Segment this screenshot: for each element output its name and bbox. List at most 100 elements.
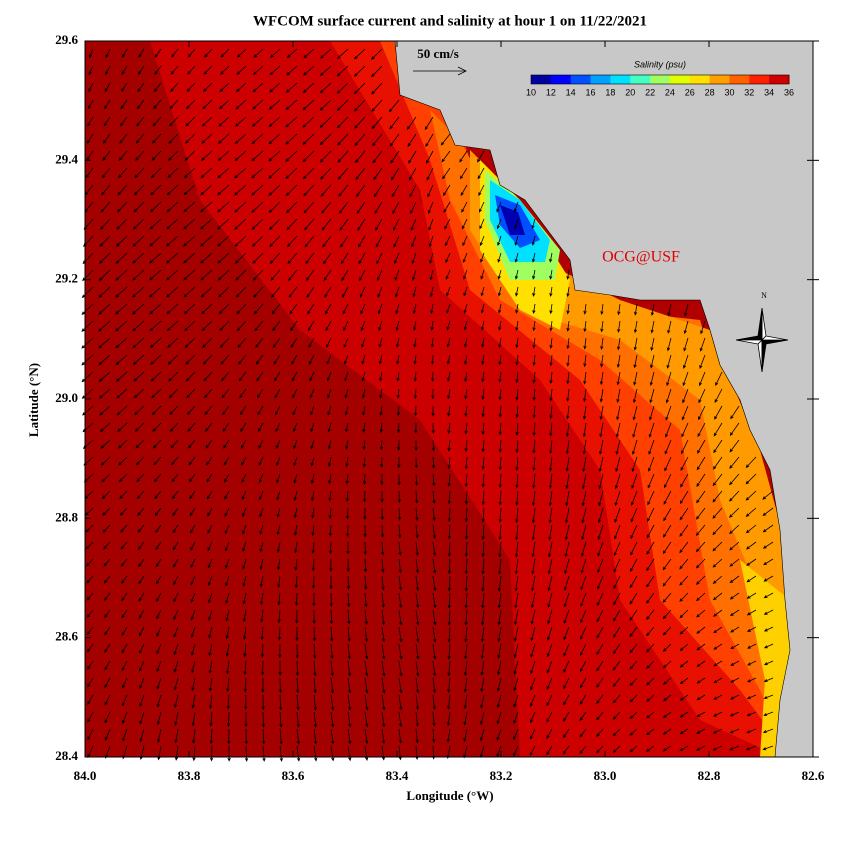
current-arrow — [183, 303, 196, 315]
current-arrow — [616, 354, 621, 368]
current-arrow — [87, 643, 94, 653]
current-arrow — [171, 48, 179, 58]
current-arrow — [303, 201, 315, 214]
current-arrow — [364, 626, 369, 643]
current-arrow — [209, 694, 213, 710]
current-arrow — [667, 320, 672, 334]
current-arrow — [207, 575, 213, 587]
current-arrow — [498, 354, 502, 366]
current-arrow — [427, 201, 434, 215]
current-arrow — [532, 371, 536, 384]
current-arrow — [115, 337, 128, 349]
current-arrow — [260, 609, 264, 623]
current-arrow — [583, 371, 587, 385]
current-arrow — [529, 694, 536, 707]
current-arrow — [613, 609, 621, 622]
current-arrow — [646, 728, 655, 736]
current-arrow — [311, 524, 315, 537]
current-arrow — [579, 694, 587, 705]
current-arrow — [629, 677, 638, 687]
current-arrow — [115, 286, 128, 298]
current-arrow — [200, 184, 213, 196]
current-arrow — [234, 150, 247, 162]
current-vectors — [81, 48, 774, 762]
current-arrow — [630, 541, 638, 556]
current-arrow — [548, 541, 553, 558]
current-arrow — [268, 184, 281, 196]
current-arrow — [679, 728, 689, 735]
current-arrow — [430, 337, 434, 348]
current-arrow — [481, 388, 485, 400]
current-arrow — [354, 116, 366, 129]
current-arrow — [154, 490, 162, 500]
current-arrow — [681, 405, 689, 421]
current-arrow — [242, 626, 247, 640]
current-arrow — [344, 405, 349, 416]
current-arrow — [120, 524, 128, 533]
current-arrow — [136, 99, 145, 110]
current-arrow — [104, 643, 111, 653]
current-arrow — [514, 558, 519, 575]
current-arrow — [209, 711, 213, 727]
current-arrow — [117, 422, 128, 432]
current-arrow — [86, 609, 94, 618]
current-arrow — [745, 745, 757, 751]
current-arrow — [187, 48, 196, 58]
current-arrow — [679, 592, 689, 603]
current-arrow — [207, 541, 213, 552]
current-arrow — [152, 133, 162, 144]
current-arrow — [698, 388, 706, 404]
current-arrow — [531, 541, 536, 558]
current-arrow — [319, 150, 332, 163]
current-arrow — [354, 150, 366, 164]
current-arrow — [103, 575, 111, 584]
current-arrow — [684, 303, 689, 317]
current-arrow — [295, 643, 299, 659]
current-arrow — [747, 643, 757, 649]
current-arrow — [251, 218, 264, 230]
current-arrow — [481, 354, 485, 366]
current-arrow — [431, 422, 435, 434]
current-arrow — [566, 286, 570, 298]
current-arrow — [697, 439, 706, 454]
current-arrow — [398, 524, 402, 539]
current-arrow — [432, 473, 436, 487]
current-arrow — [166, 320, 179, 332]
current-arrow — [579, 728, 587, 738]
current-arrow — [201, 320, 213, 332]
current-arrow — [646, 558, 655, 572]
current-arrow — [583, 303, 587, 315]
current-arrow — [745, 473, 757, 485]
current-arrow — [563, 626, 570, 641]
current-arrow — [345, 439, 349, 450]
current-arrow — [679, 745, 689, 752]
current-arrow — [461, 218, 468, 230]
current-arrow — [664, 456, 672, 472]
current-arrow — [679, 507, 689, 521]
current-arrow — [173, 626, 179, 638]
current-arrow — [220, 48, 230, 58]
current-arrow — [425, 133, 434, 148]
current-arrow — [531, 524, 536, 541]
current-arrow — [167, 337, 179, 348]
current-arrow — [119, 116, 128, 127]
current-arrow — [295, 609, 299, 624]
current-arrow — [157, 728, 162, 743]
current-arrow — [650, 354, 655, 369]
current-arrow — [388, 99, 400, 113]
current-arrow — [497, 235, 502, 247]
current-arrow — [285, 167, 298, 180]
current-arrow — [440, 133, 451, 146]
current-arrow — [381, 643, 386, 660]
current-arrow — [98, 337, 111, 349]
current-arrow — [432, 524, 436, 540]
current-arrow — [312, 592, 316, 607]
current-arrow — [347, 643, 352, 660]
current-arrow — [207, 558, 213, 569]
current-arrow — [496, 711, 502, 725]
current-arrow — [763, 592, 774, 599]
current-arrow — [415, 592, 420, 609]
current-arrow — [251, 235, 264, 247]
current-arrow — [347, 728, 352, 745]
current-arrow — [381, 694, 386, 711]
